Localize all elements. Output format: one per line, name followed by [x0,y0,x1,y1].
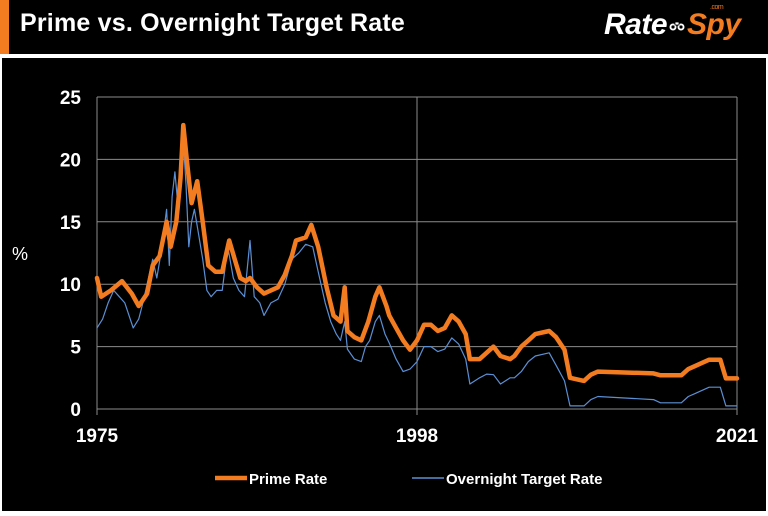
rate-line-chart: 0 5 10 15 20 25 1975 1998 2021 % Prime Rate Over… [12,88,759,488]
legend-label: Prime Rate [249,471,327,488]
x-tick-label: 1998 [396,426,438,447]
y-tick-label: 10 [60,275,81,296]
y-axis-ticks: 0 5 10 15 20 25 [60,88,82,421]
gridlines [96,96,738,415]
logo-spy-text: Spy [687,8,741,41]
series-lines [94,122,740,407]
y-tick-label: 15 [60,213,82,234]
header-accent-stripe [0,0,9,54]
legend: Prime Rate Overnight Target Rate [215,471,602,488]
ratespy-logo[interactable]: Rate Spy .com [604,4,741,42]
binoculars-icon [668,21,686,32]
legend-item-prime-rate: Prime Rate [215,471,327,488]
x-tick-label: 2021 [716,426,759,447]
chart-panel: 0 5 10 15 20 25 1975 1998 2021 % Prime Rate Over… [2,58,766,511]
x-tick-label: 1975 [76,426,119,447]
logo-rate-text: Rate [604,8,668,41]
y-tick-label: 25 [60,88,82,109]
y-tick-label: 0 [70,400,81,421]
y-tick-label: 5 [70,338,81,359]
prime-rate-line [94,122,740,384]
x-axis-ticks: 1975 1998 2021 [76,426,759,447]
legend-item-overnight-target-rate: Overnight Target Rate [412,471,602,488]
overnight-target-rate-line [96,140,738,407]
header-bar: Prime vs. Overnight Target Rate Rate Spy … [0,0,768,58]
y-tick-label: 20 [60,150,81,171]
y-axis-label: % [12,244,28,264]
page-title: Prime vs. Overnight Target Rate [20,9,406,37]
logo-dotcom-text: .com [710,4,724,11]
legend-label: Overnight Target Rate [446,471,602,488]
